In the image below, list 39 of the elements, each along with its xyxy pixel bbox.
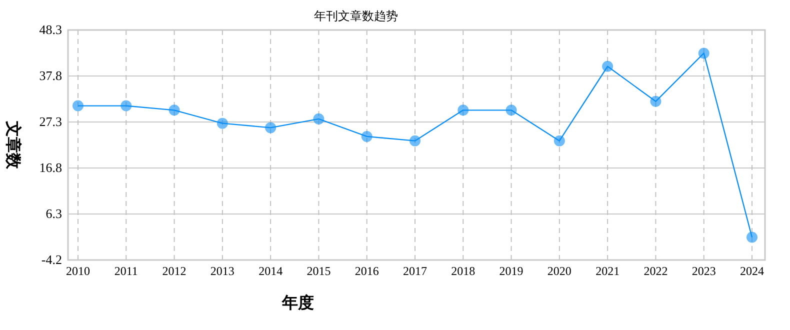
x-tick-label: 2013 xyxy=(210,264,234,278)
point xyxy=(650,96,662,107)
point xyxy=(216,118,228,129)
chart-title: 年刊文章数趋势 xyxy=(314,9,398,23)
point xyxy=(265,122,276,134)
x-tick-label: 2023 xyxy=(692,264,716,278)
point xyxy=(458,104,469,116)
point xyxy=(168,104,180,116)
x-tick-label: 2011 xyxy=(114,264,138,278)
x-tick-label: 2020 xyxy=(547,264,572,278)
point xyxy=(72,100,84,112)
point xyxy=(361,130,372,142)
y-tick-label: 6.3 xyxy=(46,206,62,221)
x-tick-label: 2024 xyxy=(740,264,764,278)
x-tick-label: 2021 xyxy=(596,264,620,278)
y-tick-label: 48.3 xyxy=(39,22,62,37)
y-tick-label: -4.2 xyxy=(41,252,62,267)
x-tick-label: 2018 xyxy=(451,264,476,278)
y-tick-label: 37.8 xyxy=(39,68,62,83)
x-tick-label: 2017 xyxy=(403,264,427,278)
point xyxy=(746,232,758,243)
x-tick-label: 2012 xyxy=(162,264,186,278)
x-axis-title: 年度 xyxy=(281,293,314,312)
x-tick-label: 2010 xyxy=(66,264,90,278)
y-tick-label: 27.3 xyxy=(39,114,62,129)
point xyxy=(698,48,710,59)
point xyxy=(554,135,565,146)
x-tick-label: 2016 xyxy=(354,264,379,278)
point xyxy=(410,135,420,146)
y-tick-label: 16.8 xyxy=(39,160,62,175)
y-axis-title: 文章数 xyxy=(4,120,22,170)
x-tick-label: 2015 xyxy=(306,264,331,278)
point xyxy=(506,104,517,116)
x-tick-label: 2022 xyxy=(644,264,668,278)
x-tick-label: 2014 xyxy=(258,264,283,278)
point xyxy=(602,60,614,72)
x-tick-label: 2019 xyxy=(499,264,524,278)
point xyxy=(120,100,132,112)
point xyxy=(313,113,324,124)
